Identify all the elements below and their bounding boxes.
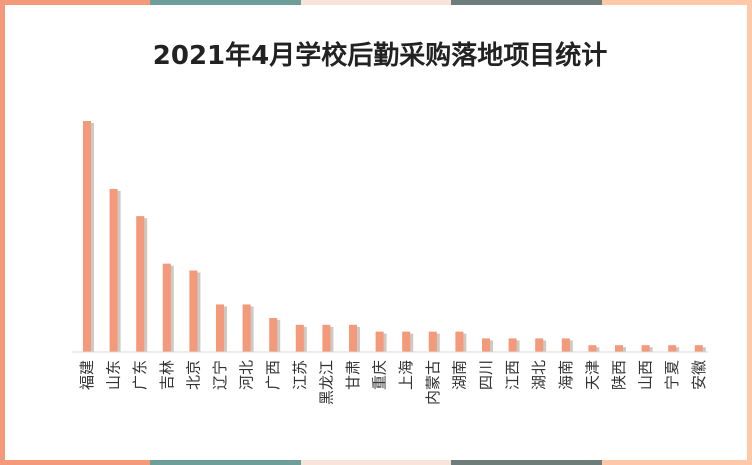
x-tick-label: 四川: [477, 360, 495, 390]
bottom-border-segment: [451, 460, 602, 465]
bottom-border-segment: [0, 460, 151, 465]
top-border-segment: [451, 0, 602, 5]
x-tick-label: 北京: [184, 360, 202, 390]
bar-上海: [402, 331, 411, 352]
bar-四川: [482, 338, 490, 352]
x-tick-label: 山西: [637, 360, 655, 390]
bar-湖南: [455, 331, 464, 352]
x-tick-label: 宁夏: [663, 360, 681, 390]
bar-江西: [508, 338, 517, 352]
x-tick-label: 江西: [504, 360, 522, 390]
x-tick-labels: 福建 山东 广东 吉林 北京 辽宁 河北 广西 江苏 黑龙江 甘肃 重庆 上海 内蒙古 湖南 四川 江西 湖北 海南…: [78, 360, 708, 405]
x-tick-label: 湖北: [530, 360, 548, 390]
top-border-segment: [0, 0, 151, 5]
bar-福建: [83, 121, 91, 352]
bottom-border-segment: [601, 460, 752, 465]
bar-山西: [641, 345, 650, 352]
x-tick-label: 海南: [557, 360, 575, 390]
bottom-border-segment: [300, 460, 452, 465]
x-tick-label: 陕西: [610, 360, 628, 390]
x-tick-label: 辽宁: [211, 360, 229, 390]
bar-甘肃: [349, 324, 357, 352]
bar-重庆: [375, 331, 384, 352]
chart-title: 2021年4月学校后勤采购落地项目统计: [153, 40, 607, 71]
x-tick-label: 河北: [238, 360, 256, 390]
x-tick-label: 上海: [397, 360, 415, 390]
top-border-segment: [300, 0, 452, 5]
bar-吉林: [162, 263, 171, 352]
bar-山东: [109, 188, 118, 352]
x-tick-label: 山东: [105, 360, 123, 390]
bar-辽宁: [216, 304, 224, 352]
x-tick-label: 黑龙江: [317, 360, 335, 405]
bar-广西: [269, 318, 278, 352]
bar-陕西: [615, 345, 623, 352]
bars-group: [83, 121, 706, 352]
bar-海南: [561, 338, 570, 352]
top-border-segment: [601, 0, 752, 5]
bar-湖北: [535, 338, 544, 352]
x-tick-label: 湖南: [450, 360, 468, 390]
bottom-border-segment: [150, 460, 301, 465]
bar-河北: [242, 304, 251, 352]
x-tick-label: 安徽: [690, 360, 708, 390]
x-tick-label: 广东: [131, 360, 149, 390]
bar-黑龙江: [322, 324, 331, 352]
bar-天津: [588, 345, 597, 352]
bar-广东: [136, 216, 145, 352]
bar-北京: [189, 270, 198, 352]
x-tick-label: 重庆: [371, 360, 389, 390]
x-tick-label: 天津: [583, 360, 601, 390]
bar-内蒙古: [428, 331, 437, 352]
bar-安徽: [694, 345, 703, 352]
top-border-segment: [150, 0, 301, 5]
frame-left-edge: [0, 0, 5, 465]
x-tick-label: 内蒙古: [424, 360, 442, 405]
frame-right-edge: [747, 0, 752, 465]
x-tick-label: 甘肃: [344, 360, 362, 390]
x-tick-label: 广西: [264, 360, 282, 390]
bar-江苏: [295, 324, 304, 352]
x-tick-label: 福建: [78, 360, 96, 390]
x-tick-label: 江苏: [291, 360, 309, 390]
bar-宁夏: [668, 345, 677, 352]
x-tick-label: 吉林: [158, 360, 176, 390]
